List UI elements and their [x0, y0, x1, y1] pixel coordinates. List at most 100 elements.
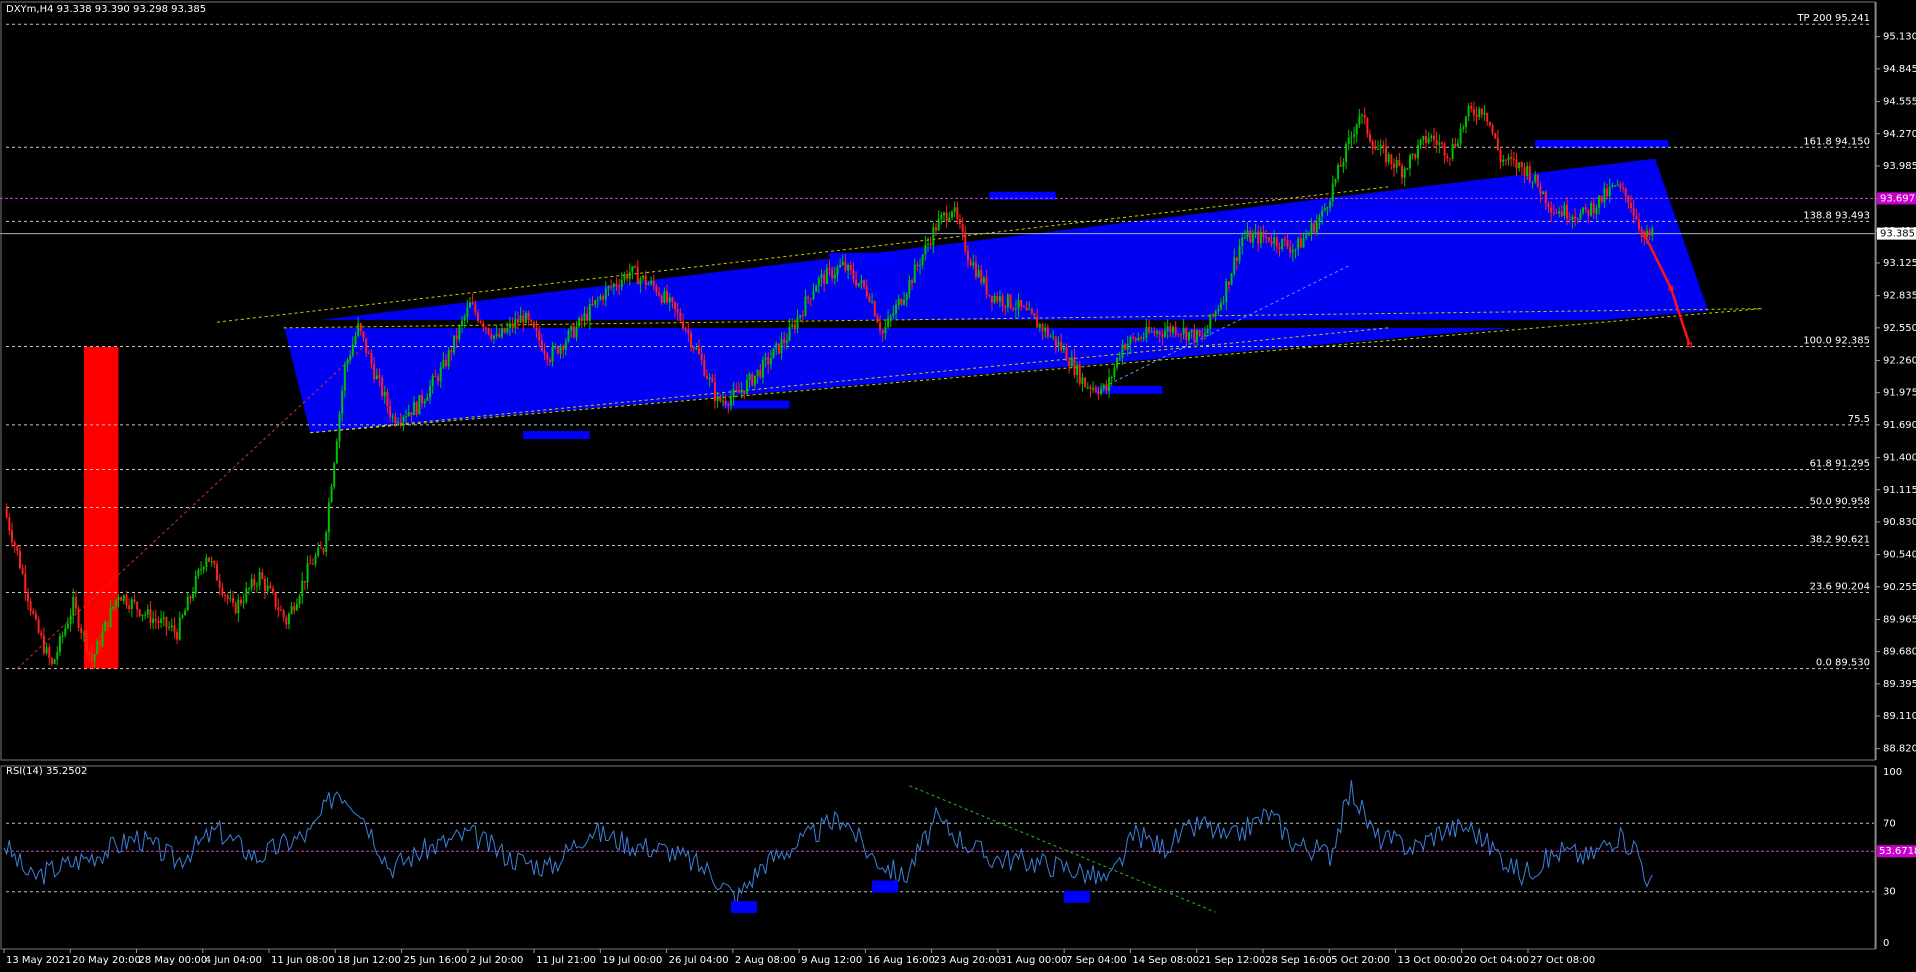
candle-body: [791, 324, 794, 327]
candle-body: [61, 635, 64, 637]
candle-body: [279, 610, 282, 612]
candle-body: [1630, 203, 1633, 209]
candle-body: [1092, 387, 1095, 390]
candle-body: [1291, 250, 1294, 253]
candle-body: [993, 295, 996, 303]
candle-body: [1507, 156, 1510, 161]
candle-body: [375, 375, 378, 379]
candle-body: [1499, 150, 1502, 162]
time-tick-label: 11 Jul 21:00: [536, 955, 596, 966]
projection-point: [1687, 342, 1693, 348]
candle-body: [381, 377, 384, 397]
candle-body: [708, 377, 711, 379]
candle-body: [815, 285, 818, 292]
candle-body: [277, 607, 280, 611]
candle-body: [224, 594, 227, 596]
candle-body: [567, 330, 570, 342]
candle-body: [1246, 230, 1249, 238]
candle-body: [1622, 187, 1625, 189]
rsi-tick-label: 0: [1883, 938, 1889, 949]
candle-body: [759, 369, 762, 378]
candle-body: [745, 379, 748, 394]
candle-body: [687, 330, 690, 334]
candle-body: [1635, 215, 1638, 220]
candle-body: [1097, 391, 1100, 394]
candle-body: [205, 557, 208, 568]
candle-body: [1241, 237, 1244, 246]
candle-body: [234, 602, 237, 614]
candle-body: [136, 601, 139, 610]
time-tick-label: 2 Jul 20:00: [470, 955, 524, 966]
candle-body: [1611, 185, 1614, 187]
candle-body: [330, 486, 333, 503]
price-channel-fill: [283, 158, 1709, 433]
candle-body: [1504, 159, 1507, 161]
candle-body: [202, 567, 205, 570]
price-tick-label: 89.110: [1883, 711, 1916, 722]
candle-body: [112, 606, 115, 609]
price-tick-label: 90.830: [1883, 517, 1916, 528]
time-tick-label: 25 Jun 16:00: [404, 955, 468, 966]
candle-body: [1211, 314, 1214, 317]
candle-body: [684, 328, 687, 331]
candle-body: [1326, 207, 1329, 209]
candle-body: [1648, 230, 1651, 236]
candle-body: [1560, 211, 1563, 217]
candle-body: [857, 282, 860, 286]
candle-body: [1299, 238, 1302, 248]
candle-body: [200, 569, 203, 571]
candle-body: [26, 592, 29, 602]
fib-level-label: 138.8 93.493: [1803, 210, 1870, 221]
candle-body: [636, 267, 639, 285]
time-tick-label: 21 Sep 12:00: [1199, 955, 1266, 966]
candle-body: [753, 375, 756, 386]
candle-body: [186, 596, 189, 611]
candle-body: [932, 227, 935, 246]
candle-body: [769, 358, 772, 365]
candle-body: [879, 322, 882, 331]
candle-body: [871, 301, 874, 303]
candle-body: [1313, 223, 1316, 233]
candle-body: [873, 301, 876, 316]
candle-body: [1518, 162, 1521, 169]
candle-body: [796, 317, 799, 329]
time-tick-label: 2 Aug 08:00: [735, 955, 796, 966]
candle-body: [1206, 328, 1209, 334]
candle-body: [1430, 135, 1433, 138]
rsi-indicator-pane[interactable]: [3, 780, 1874, 914]
candle-body: [1619, 184, 1622, 188]
candle-body: [548, 359, 551, 363]
candle-body: [322, 548, 325, 552]
candle-body: [1068, 360, 1071, 367]
candle-body: [1369, 134, 1372, 142]
candle-body: [1302, 238, 1305, 248]
price-tick-label: 89.965: [1883, 615, 1916, 626]
candle-body: [674, 302, 677, 310]
candle-body: [1222, 301, 1225, 303]
candle-body: [1558, 211, 1561, 214]
candle-body: [1323, 208, 1326, 211]
candle-body: [120, 597, 123, 601]
main-price-pane[interactable]: TP 200 95.241 161.8 94.150 138.8 93.493 100…: [0, 13, 1876, 670]
candle-body: [1576, 218, 1579, 220]
candle-body: [889, 315, 892, 319]
candle-body: [96, 640, 99, 655]
candle-body: [407, 412, 410, 416]
candle-body: [1102, 384, 1105, 389]
candle-body: [1416, 144, 1419, 158]
candle-body: [921, 254, 924, 266]
channel-midline-band: [283, 319, 1695, 328]
candle-body: [261, 572, 264, 579]
candle-body: [327, 502, 330, 533]
candle-body: [958, 218, 961, 225]
candle-body: [69, 615, 72, 624]
candle-body: [1643, 236, 1646, 238]
candle-body: [876, 315, 879, 323]
candle-body: [386, 391, 389, 407]
channel-trendline: [310, 308, 1762, 434]
candle-body: [50, 658, 53, 664]
rsi-trendline: [909, 785, 1216, 913]
candle-body: [551, 346, 554, 363]
